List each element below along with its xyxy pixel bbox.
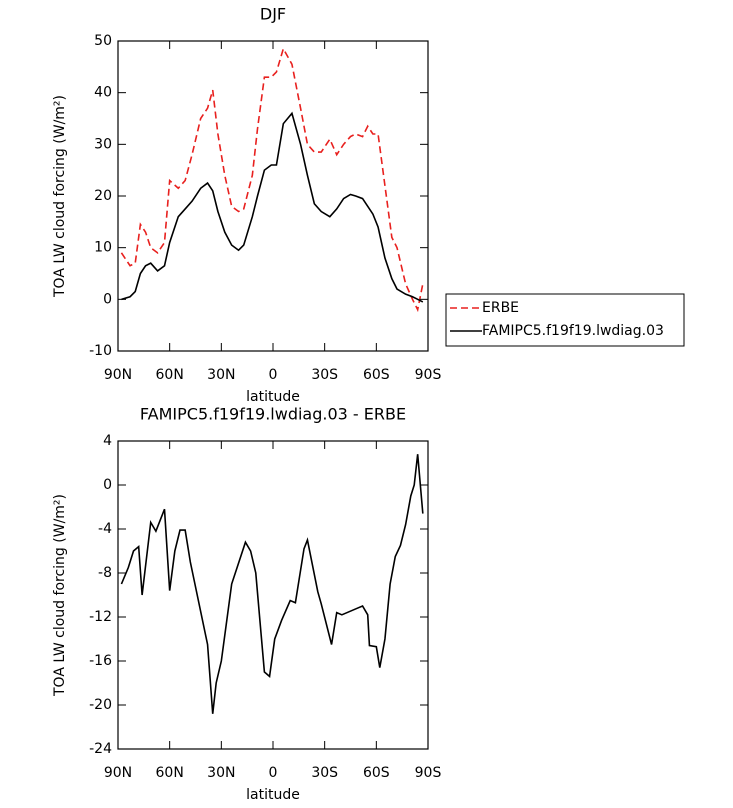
x-axis-label: latitude <box>246 389 300 405</box>
y-tick-label: 40 <box>94 85 112 101</box>
y-axis-label: TOA LW cloud forcing (W/m²) <box>52 494 68 697</box>
data-line <box>120 46 424 313</box>
y-tick-label: -12 <box>89 609 112 625</box>
x-tick-label: 60N <box>156 765 184 781</box>
x-tick-label: 90S <box>415 765 442 781</box>
y-tick-label: 30 <box>94 136 112 152</box>
x-tick-label: 30S <box>311 367 338 383</box>
data-line <box>121 111 424 303</box>
y-tick-label: 0 <box>103 291 112 307</box>
x-tick-label: 90N <box>104 765 132 781</box>
y-tick-label: 10 <box>94 240 112 256</box>
chart-title: FAMIPC5.f19f19.lwdiag.03 - ERBE <box>140 405 406 424</box>
x-tick-label: 60N <box>156 367 184 383</box>
y-tick-label: -10 <box>89 343 112 359</box>
x-tick-label: 30S <box>311 765 338 781</box>
x-tick-label: 0 <box>269 367 278 383</box>
x-tick-label: 90N <box>104 367 132 383</box>
panel <box>120 46 424 313</box>
x-tick-label: 30N <box>207 765 235 781</box>
y-tick-label: 20 <box>94 188 112 204</box>
y-axis-label: TOA LW cloud forcing (W/m²) <box>52 95 68 298</box>
panel <box>120 454 424 714</box>
chart-title: DJF <box>260 5 286 24</box>
y-tick-label: -8 <box>98 565 112 581</box>
y-tick-label: -4 <box>98 521 112 537</box>
x-tick-label: 90S <box>415 367 442 383</box>
y-tick-label: 4 <box>103 433 112 449</box>
data-line <box>120 454 424 714</box>
y-tick-label: -24 <box>89 741 112 757</box>
x-tick-label: 60S <box>363 765 390 781</box>
y-tick-label: 50 <box>94 33 112 49</box>
legend-label: FAMIPC5.f19f19.lwdiag.03 <box>482 323 664 339</box>
y-tick-label: -20 <box>89 697 112 713</box>
plot-frame <box>117 440 429 750</box>
x-tick-label: 0 <box>269 765 278 781</box>
x-tick-label: 30N <box>207 367 235 383</box>
y-tick-label: 0 <box>103 477 112 493</box>
legend-label: ERBE <box>482 300 519 316</box>
plot-frame <box>117 40 429 352</box>
x-tick-label: 60S <box>363 367 390 383</box>
y-tick-label: -16 <box>89 653 112 669</box>
legend-box <box>445 293 685 347</box>
x-axis-label: latitude <box>246 787 300 803</box>
